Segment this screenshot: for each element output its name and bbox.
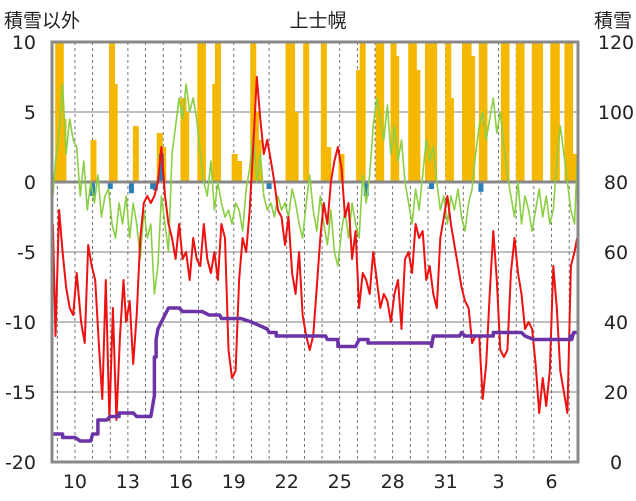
snow-precip-bar bbox=[320, 42, 327, 182]
x-tick-label: 10 bbox=[63, 471, 87, 493]
snow-precip-bar bbox=[289, 42, 296, 182]
snow-precip-bar bbox=[550, 42, 557, 182]
right-tick-labels: 120 100 80 60 40 20 0 bbox=[598, 32, 634, 474]
snow-precip-bar bbox=[356, 70, 363, 182]
snow-precip-bar bbox=[199, 42, 206, 182]
right-tick-label: 80 bbox=[604, 172, 628, 194]
x-tick-label: 22 bbox=[275, 471, 299, 493]
left-tick-label: -10 bbox=[5, 312, 36, 334]
snow-precip-bar bbox=[236, 161, 243, 182]
right-tick-label: 0 bbox=[610, 452, 622, 474]
series-lines bbox=[51, 76, 579, 443]
rain-precip-bar bbox=[128, 182, 134, 194]
snow-precip-bar bbox=[378, 42, 385, 182]
left-tick-label: -15 bbox=[5, 382, 36, 404]
snow-precip-bar bbox=[183, 112, 190, 182]
rain-precip-bar bbox=[428, 182, 434, 189]
snow-precip-bar bbox=[553, 42, 560, 182]
x-tick-label: 16 bbox=[169, 471, 193, 493]
snow-precip-bar bbox=[424, 42, 431, 182]
x-tick-label: 25 bbox=[328, 471, 352, 493]
rain-precip-bar bbox=[363, 182, 369, 196]
right-axis-label: 積雪 bbox=[594, 10, 632, 32]
right-tick-label: 100 bbox=[598, 102, 634, 124]
left-tick-labels: 10 5 0 -5 -10 -15 -20 bbox=[5, 32, 36, 474]
snow-precip-bar bbox=[469, 56, 476, 182]
snow-precip-bar bbox=[462, 42, 469, 182]
x-tick-label: 3 bbox=[493, 471, 505, 493]
left-tick-label: 10 bbox=[12, 32, 36, 54]
x-tick-label: 19 bbox=[222, 471, 246, 493]
snow-precip-bar bbox=[567, 42, 574, 182]
rain-precip-bar bbox=[478, 182, 484, 192]
snow-precip-bar bbox=[214, 42, 221, 182]
left-axis-label: 積雪以外 bbox=[4, 10, 80, 32]
snow-precip-bar bbox=[111, 84, 118, 182]
snow-precip-bar bbox=[60, 119, 67, 182]
snow-precip-bar bbox=[465, 42, 472, 182]
left-tick-label: 0 bbox=[24, 172, 36, 194]
snow-precip-bar bbox=[303, 42, 310, 182]
snow-precip-bar bbox=[537, 42, 544, 182]
x-tick-label: 28 bbox=[381, 471, 405, 493]
x-tick-labels: 10 13 16 19 22 25 28 31 3 6 bbox=[63, 471, 558, 493]
rain-precip-bar bbox=[266, 182, 272, 189]
left-tick-label: -20 bbox=[5, 452, 36, 474]
x-tick-label: 13 bbox=[116, 471, 140, 493]
plot-frame bbox=[50, 40, 580, 464]
left-tick-label: -5 bbox=[17, 242, 36, 264]
snow-precip-bar bbox=[255, 140, 262, 182]
rain-precip-bar bbox=[158, 154, 164, 182]
snow-precip-bar bbox=[447, 98, 454, 182]
right-tick-label: 60 bbox=[604, 242, 628, 264]
right-tick-label: 120 bbox=[598, 32, 634, 54]
temperature-line bbox=[51, 76, 579, 421]
snow-precip-bar bbox=[231, 154, 238, 182]
snow-precip-bar bbox=[292, 112, 299, 182]
chart-title: 上士幌 bbox=[289, 10, 346, 32]
snow-precip-bar bbox=[481, 42, 488, 182]
snow-precip-bar bbox=[571, 154, 578, 182]
snow_depth-line bbox=[52, 306, 578, 443]
snow-precip-bar bbox=[410, 42, 417, 182]
x-tick-label: 31 bbox=[434, 471, 458, 493]
snow-precip-bar bbox=[359, 42, 366, 182]
snow-precip-bar bbox=[90, 140, 97, 182]
right-tick-label: 20 bbox=[604, 382, 628, 404]
snow-precip-bar bbox=[393, 56, 400, 182]
right-tick-label: 40 bbox=[604, 312, 628, 334]
snow-precip-bar bbox=[325, 147, 332, 182]
snow-precip-bars bbox=[52, 42, 578, 182]
snow-precip-bar bbox=[518, 42, 525, 182]
rain-precip-bar bbox=[150, 182, 156, 189]
left-tick-label: 5 bbox=[24, 102, 36, 124]
x-tick-label: 6 bbox=[545, 471, 557, 493]
rain-precip-bar bbox=[152, 182, 158, 191]
snow-precip-bar bbox=[285, 42, 292, 182]
snow-precip-bar bbox=[132, 126, 139, 182]
snow-precip-bar bbox=[414, 70, 421, 182]
snow-precip-bar bbox=[431, 42, 438, 182]
rain-precip-bar bbox=[107, 182, 113, 189]
snow-precip-bar bbox=[503, 42, 510, 182]
